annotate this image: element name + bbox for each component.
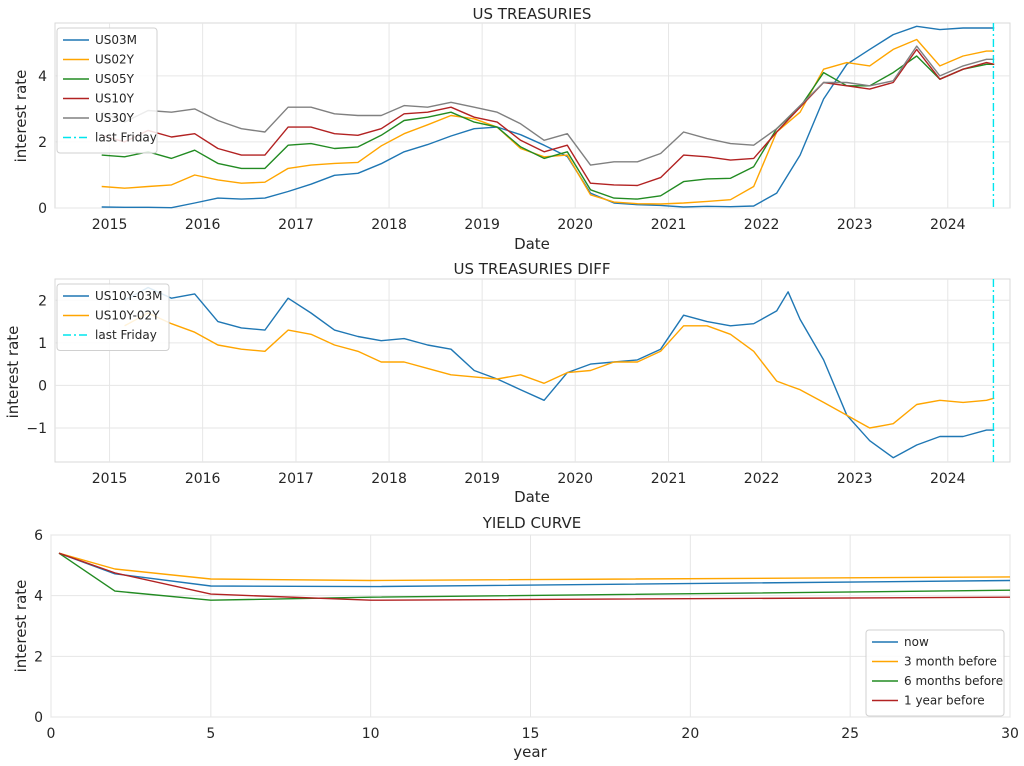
series-line-us03m: [101, 25, 995, 209]
y-tick-label: 4: [34, 589, 43, 605]
x-tick-label: 2018: [371, 471, 407, 487]
chart-us-treasuries-diff: US TREASURIES DIFF Date interest rate 20…: [4, 260, 1011, 506]
legend-label: 6 months before: [904, 674, 1003, 688]
y-tick-label: 6: [34, 528, 43, 544]
x-tick-label: 2023: [837, 217, 873, 233]
x-tick-label: 2020: [557, 471, 593, 487]
x-axis-label: year: [513, 743, 547, 761]
legend-label: US10Y-03M: [95, 289, 163, 303]
series-line-3-month-before: [58, 552, 1011, 582]
x-tick-label: 2022: [744, 471, 780, 487]
y-tick-label: 0: [38, 378, 47, 394]
series-line-1-year-before: [58, 552, 1011, 601]
x-tick-label: 2015: [92, 217, 128, 233]
x-tick-label: 2020: [557, 217, 593, 233]
legend-label: US30Y: [95, 111, 135, 125]
legend-label: 3 month before: [904, 655, 997, 669]
plot-area: [54, 278, 1011, 463]
series-line-us10y: [101, 48, 995, 187]
x-tick-label: 2015: [92, 471, 128, 487]
x-tick-label: 2024: [930, 217, 966, 233]
y-tick-label: 1: [38, 336, 47, 352]
x-tick-label: 2016: [185, 217, 221, 233]
x-tick-label: 2019: [464, 471, 500, 487]
y-axis-label: interest rate: [4, 326, 22, 419]
y-tick-label: 4: [38, 69, 47, 85]
chart-us-treasuries: US TREASURIES Date interest rate 2015 201…: [12, 5, 1011, 253]
x-tick-label: 25: [841, 726, 859, 742]
legend-label: last Friday: [95, 131, 157, 145]
x-tick-label: 2023: [837, 471, 873, 487]
x-tick-label: 15: [522, 726, 540, 742]
legend-box: [56, 283, 170, 351]
legend-label: now: [904, 635, 929, 649]
chart-title: US TREASURIES: [473, 5, 592, 23]
series-line-us30y: [101, 45, 995, 166]
y-tick-label: 0: [38, 201, 47, 217]
series-line-6-months-before: [58, 552, 1011, 601]
legend-label: US05Y: [95, 72, 135, 86]
series-line-us02y: [101, 38, 995, 205]
x-axis-label: Date: [514, 235, 550, 253]
x-tick-label: 2021: [651, 471, 687, 487]
y-tick-label: 2: [38, 135, 47, 151]
x-tick-label: 0: [47, 726, 56, 742]
x-tick-label: 2017: [278, 217, 314, 233]
legend: now 3 month before 6 months before 1 year b…: [865, 629, 1005, 717]
y-tick-label: 2: [34, 649, 43, 665]
y-tick-label: 2: [38, 293, 47, 309]
x-tick-label: 2021: [651, 217, 687, 233]
x-tick-label: 2019: [464, 217, 500, 233]
chart-title: US TREASURIES DIFF: [454, 260, 611, 278]
x-tick-label: 2022: [744, 217, 780, 233]
legend-label: US03M: [95, 33, 137, 47]
series-line-us05y: [101, 55, 995, 200]
chart-title: YIELD CURVE: [482, 514, 582, 532]
x-tick-label: 10: [362, 726, 380, 742]
chart-yield-curve: YIELD CURVE year interest rate 0 5 10 15 20 2…: [12, 514, 1019, 761]
legend-label: last Friday: [95, 328, 157, 342]
y-axis-label: interest rate: [12, 580, 30, 673]
series-line-us10y-03m: [124, 286, 995, 459]
series-line-us10y-02y: [124, 312, 995, 429]
y-axis-label: interest rate: [12, 70, 30, 163]
y-tick-label: −1: [26, 421, 47, 437]
x-tick-label: 2017: [278, 471, 314, 487]
x-tick-label: 30: [1001, 726, 1019, 742]
x-tick-label: 5: [206, 726, 215, 742]
legend-label: 1 year before: [904, 694, 985, 708]
legend-box: [865, 629, 1005, 717]
x-tick-label: 2018: [371, 217, 407, 233]
y-tick-label: 0: [34, 710, 43, 726]
plot-area: [54, 22, 1011, 209]
x-axis-label: Date: [514, 488, 550, 506]
x-tick-label: 2024: [930, 471, 966, 487]
x-tick-label: 20: [681, 726, 699, 742]
legend-label: US10Y: [95, 92, 135, 106]
legend-label: US02Y: [95, 53, 135, 67]
legend: US03M US02Y US05Y US10Y US30Y last Friday: [56, 27, 158, 154]
legend-label: US10Y-02Y: [95, 309, 160, 323]
x-tick-label: 2016: [185, 471, 221, 487]
legend: US10Y-03M US10Y-02Y last Friday: [56, 283, 170, 351]
